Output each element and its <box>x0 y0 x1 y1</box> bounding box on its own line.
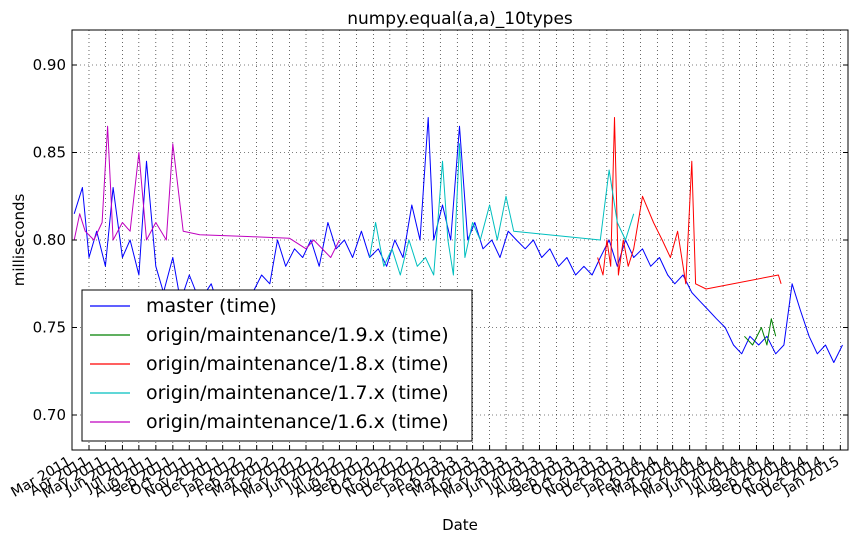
series-line-3 <box>369 143 635 276</box>
legend-label: origin/maintenance/1.8.x (time) <box>146 353 449 375</box>
y-tick-label: 0.90 <box>33 56 66 74</box>
y-axis-label: milliseconds <box>10 194 28 287</box>
y-tick-label: 0.80 <box>33 231 66 249</box>
legend-box <box>81 289 473 442</box>
chart-title: numpy.equal(a,a)_10types <box>347 9 573 29</box>
series-line-1 <box>744 318 777 346</box>
x-axis-label: Date <box>442 516 478 534</box>
y-tick-label: 0.85 <box>33 144 66 162</box>
legend: master (time) origin/maintenance/1.9.x (t… <box>81 289 473 442</box>
legend-label: origin/maintenance/1.6.x (time) <box>146 411 449 433</box>
legend-label: origin/maintenance/1.7.x (time) <box>146 382 449 404</box>
series-line-2 <box>597 117 782 290</box>
legend-label: master (time) <box>146 295 277 317</box>
series-line-4 <box>73 125 340 258</box>
y-tick-label: 0.70 <box>33 406 66 424</box>
y-tick-label: 0.75 <box>33 319 66 337</box>
legend-label: origin/maintenance/1.9.x (time) <box>146 324 449 346</box>
